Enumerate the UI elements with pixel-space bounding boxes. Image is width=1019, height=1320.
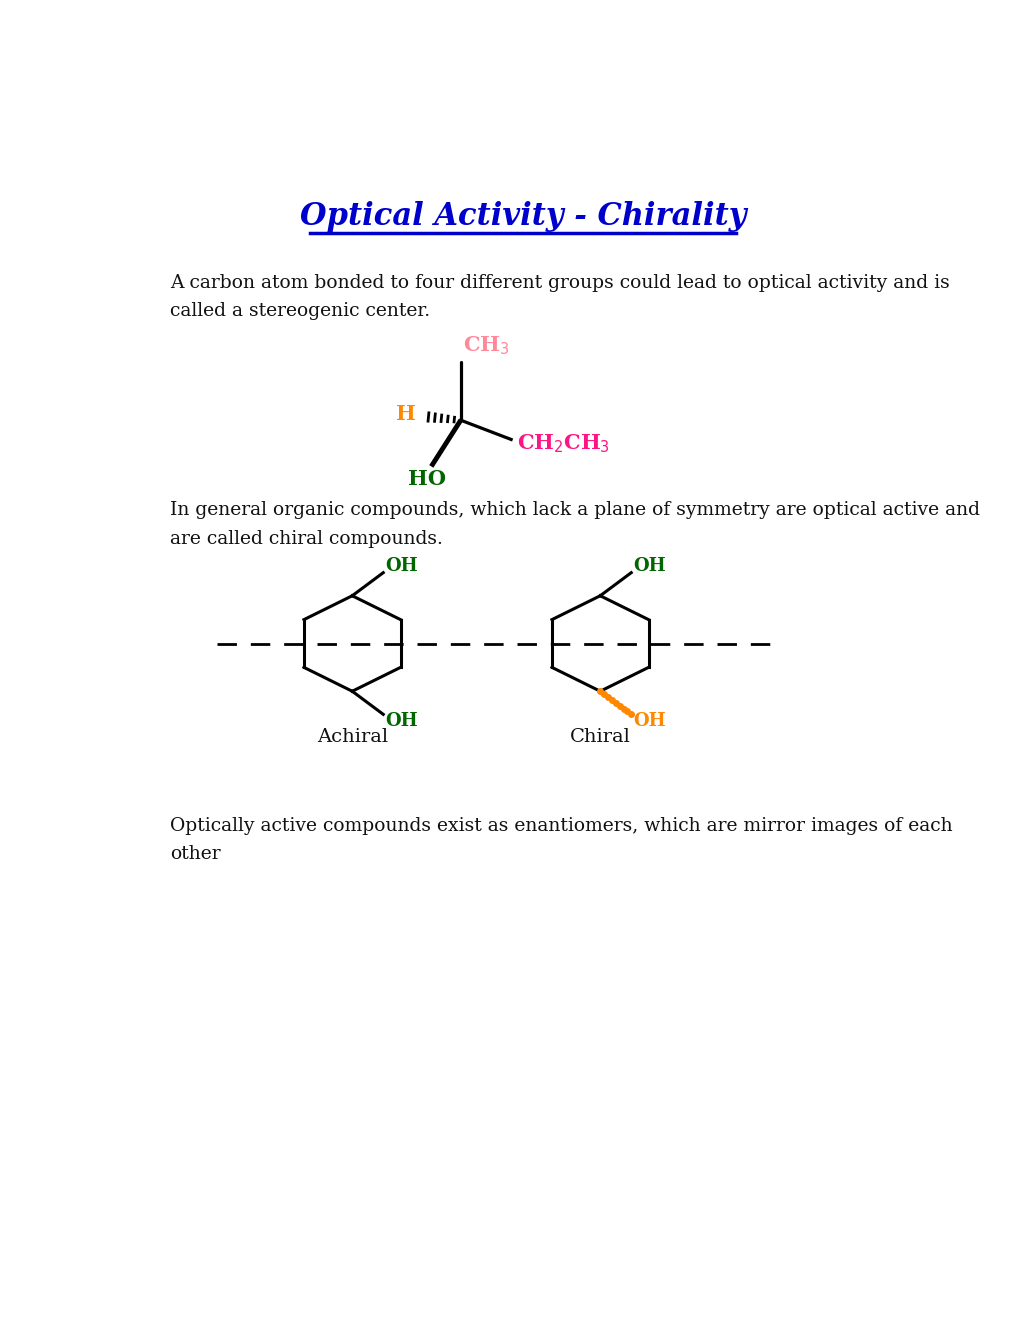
- Text: A carbon atom bonded to four different groups could lead to optical activity and: A carbon atom bonded to four different g…: [170, 275, 949, 321]
- Text: In general organic compounds, which lack a plane of symmetry are optical active : In general organic compounds, which lack…: [170, 502, 979, 548]
- Text: OH: OH: [633, 713, 665, 730]
- Text: OH: OH: [385, 557, 418, 574]
- Text: OH: OH: [633, 557, 665, 574]
- Text: Optically active compounds exist as enantiomers, which are mirror images of each: Optically active compounds exist as enan…: [170, 817, 952, 863]
- Text: Chiral: Chiral: [570, 729, 630, 746]
- Text: Optical Activity - Chirality: Optical Activity - Chirality: [300, 201, 745, 231]
- Text: HO: HO: [408, 470, 446, 490]
- Text: CH$_2$CH$_3$: CH$_2$CH$_3$: [517, 432, 609, 454]
- Text: CH$_3$: CH$_3$: [463, 334, 510, 356]
- Text: Achiral: Achiral: [316, 729, 387, 746]
- Text: H: H: [395, 404, 416, 424]
- Text: OH: OH: [385, 713, 418, 730]
